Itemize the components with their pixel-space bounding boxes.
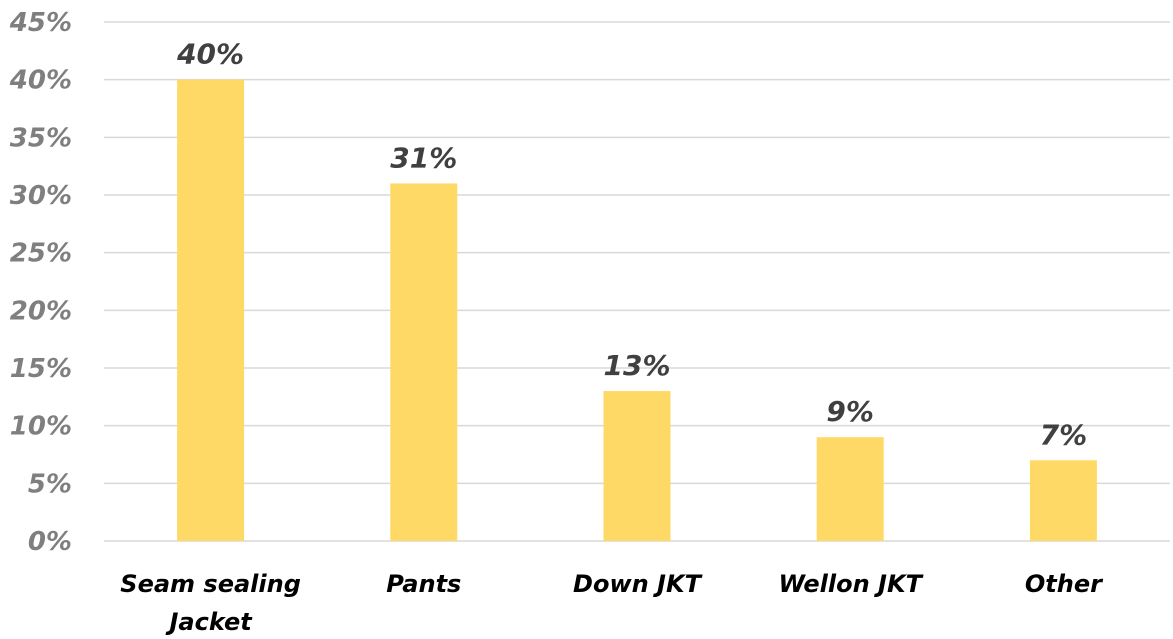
y-axis-ticks: 0% 5% 10% 15% 20% 25% 30% 35% 40% 45% [9, 8, 72, 557]
y-tick-label: 20% [10, 296, 72, 326]
x-tick-label: Seam sealing Jacket [120, 570, 301, 636]
data-label: 31% [390, 141, 457, 174]
y-tick-label: 40% [9, 66, 72, 96]
x-tick-label: Other [1025, 570, 1104, 598]
y-tick-label: 15% [10, 354, 72, 384]
bars [177, 79, 1097, 542]
x-tick-label: Wellon JKT [778, 570, 923, 598]
y-tick-label: 5% [28, 469, 72, 499]
gridlines [104, 21, 1170, 542]
y-tick-label: 0% [28, 527, 72, 557]
x-tick-label: Pants [386, 570, 461, 598]
y-tick-label: 45% [9, 8, 72, 38]
data-label: 13% [603, 349, 670, 382]
y-tick-label: 10% [10, 412, 72, 442]
bar [177, 79, 245, 542]
y-tick-label: 35% [10, 123, 72, 153]
x-tick-label: Down JKT [573, 570, 703, 598]
x-axis-ticks: Seam sealing Jacket Pants Down JKT Wellon JK… [120, 570, 1104, 636]
y-tick-label: 25% [10, 239, 72, 269]
data-label: 40% [176, 38, 244, 71]
bar [816, 437, 884, 541]
bar [603, 391, 671, 541]
data-labels: 40% 31% 13% 9% 7% [176, 38, 1087, 452]
data-label: 9% [826, 395, 874, 428]
data-label: 7% [1040, 418, 1088, 451]
y-tick-label: 30% [10, 181, 72, 211]
bar [1029, 460, 1097, 541]
bar [390, 183, 458, 541]
